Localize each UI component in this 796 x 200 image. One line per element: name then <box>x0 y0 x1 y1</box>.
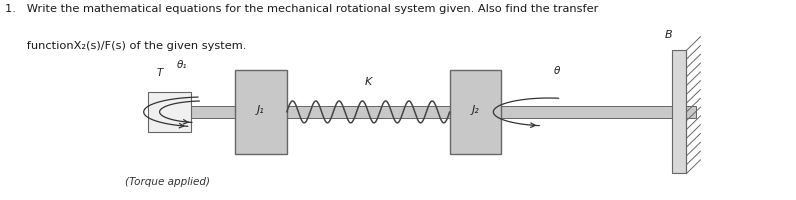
Text: functionX₂(s)/F(s) of the given system.: functionX₂(s)/F(s) of the given system. <box>5 41 246 51</box>
Text: 1.   Write the mathematical equations for the mechanical rotational system given: 1. Write the mathematical equations for … <box>5 4 598 14</box>
Text: J₂: J₂ <box>471 105 479 115</box>
Bar <box>450 70 501 154</box>
Bar <box>148 106 696 118</box>
Text: K: K <box>365 77 372 87</box>
Bar <box>235 70 287 154</box>
Bar <box>148 92 191 132</box>
Text: T: T <box>157 68 163 78</box>
Text: θ₁: θ₁ <box>177 60 187 70</box>
Text: J₁: J₁ <box>257 105 265 115</box>
Text: θ: θ <box>554 66 560 76</box>
Text: B: B <box>665 30 672 40</box>
Text: (Torque applied): (Torque applied) <box>125 177 210 187</box>
Bar <box>672 50 686 173</box>
